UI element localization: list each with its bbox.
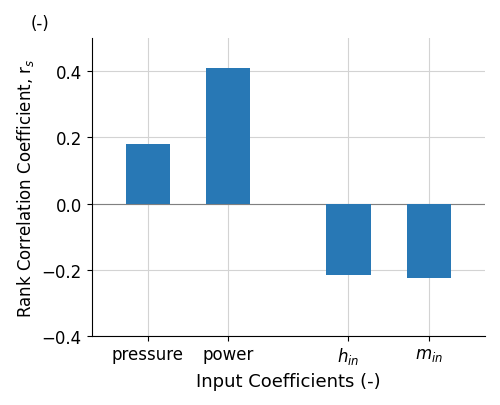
Text: (-): (-) [31, 15, 50, 33]
Bar [326, 204, 370, 275]
Y-axis label: Rank Correlation Coefficient, r$_s$: Rank Correlation Coefficient, r$_s$ [15, 58, 36, 317]
Bar [406, 204, 451, 278]
Bar [206, 69, 250, 204]
Bar [126, 145, 170, 204]
X-axis label: Input Coefficients (-): Input Coefficients (-) [196, 372, 380, 390]
